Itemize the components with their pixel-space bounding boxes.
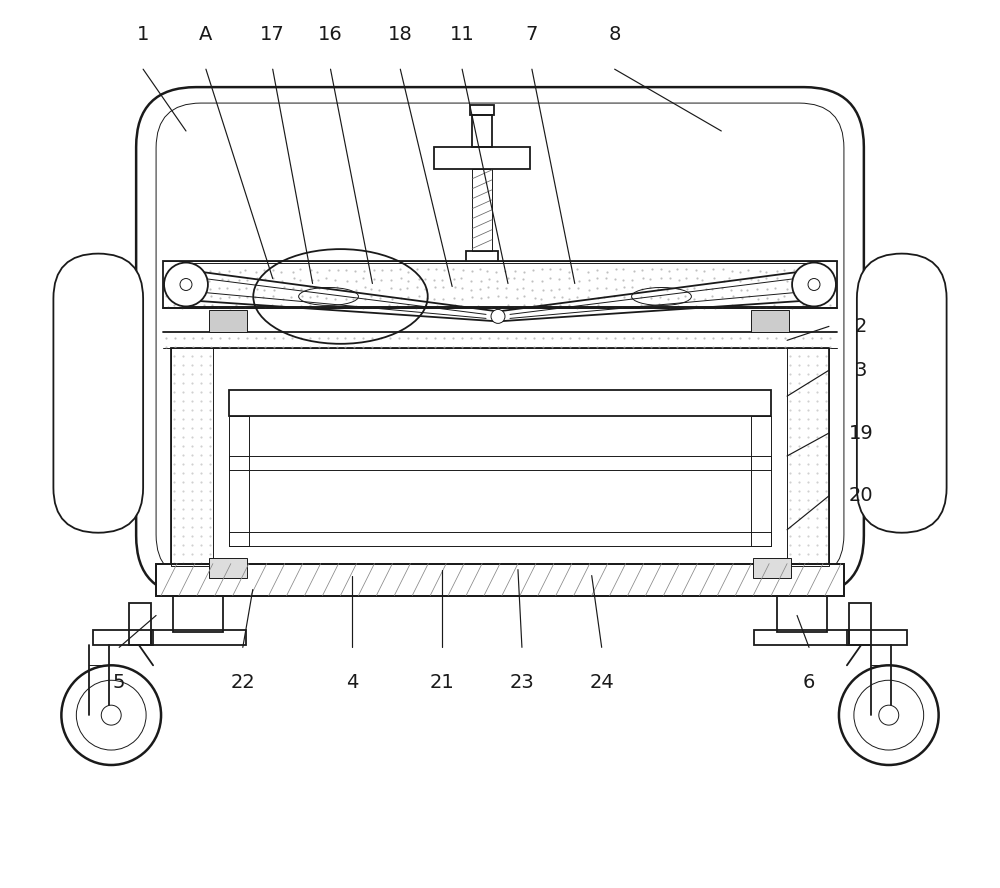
Text: 5: 5: [113, 673, 125, 692]
Bar: [229, 390, 771, 416]
Circle shape: [164, 263, 208, 306]
Text: 1: 1: [137, 25, 149, 44]
FancyBboxPatch shape: [53, 254, 143, 533]
Bar: [156, 564, 844, 596]
Circle shape: [792, 263, 836, 306]
Bar: [787, 348, 829, 566]
Circle shape: [61, 665, 161, 765]
Text: A: A: [199, 25, 213, 44]
Text: 21: 21: [430, 673, 455, 692]
Text: 18: 18: [388, 25, 413, 44]
Bar: [156, 564, 844, 596]
Text: 3: 3: [855, 361, 867, 380]
Bar: [209, 311, 247, 332]
Bar: [753, 558, 791, 577]
Bar: [777, 596, 827, 632]
Text: 19: 19: [848, 424, 873, 442]
Bar: [472, 169, 492, 250]
Text: 4: 4: [346, 673, 359, 692]
Circle shape: [101, 705, 121, 725]
Circle shape: [808, 279, 820, 290]
Circle shape: [839, 665, 939, 765]
FancyBboxPatch shape: [136, 87, 864, 596]
Text: 17: 17: [260, 25, 285, 44]
Text: 7: 7: [526, 25, 538, 44]
Text: 6: 6: [803, 673, 815, 692]
Bar: [209, 558, 247, 577]
Bar: [466, 250, 498, 260]
Bar: [171, 348, 213, 566]
Bar: [229, 532, 771, 546]
Text: 16: 16: [318, 25, 343, 44]
Bar: [849, 604, 871, 646]
Bar: [151, 630, 246, 646]
Bar: [751, 416, 771, 546]
Bar: [472, 115, 492, 147]
Bar: [847, 630, 907, 646]
Bar: [229, 416, 249, 546]
Bar: [171, 348, 829, 566]
Text: 2: 2: [855, 317, 867, 336]
Bar: [751, 311, 789, 332]
Bar: [129, 604, 151, 646]
Circle shape: [491, 309, 505, 323]
Bar: [754, 630, 849, 646]
Bar: [229, 456, 771, 470]
Bar: [434, 147, 530, 169]
Text: 23: 23: [510, 673, 534, 692]
Text: 24: 24: [589, 673, 614, 692]
Circle shape: [180, 279, 192, 290]
Bar: [470, 105, 494, 115]
FancyBboxPatch shape: [857, 254, 947, 533]
Text: 22: 22: [230, 673, 255, 692]
Text: 20: 20: [849, 487, 873, 505]
Bar: [93, 630, 153, 646]
Bar: [163, 260, 837, 308]
Bar: [173, 596, 223, 632]
Text: 8: 8: [608, 25, 621, 44]
Text: 11: 11: [450, 25, 474, 44]
Circle shape: [879, 705, 899, 725]
